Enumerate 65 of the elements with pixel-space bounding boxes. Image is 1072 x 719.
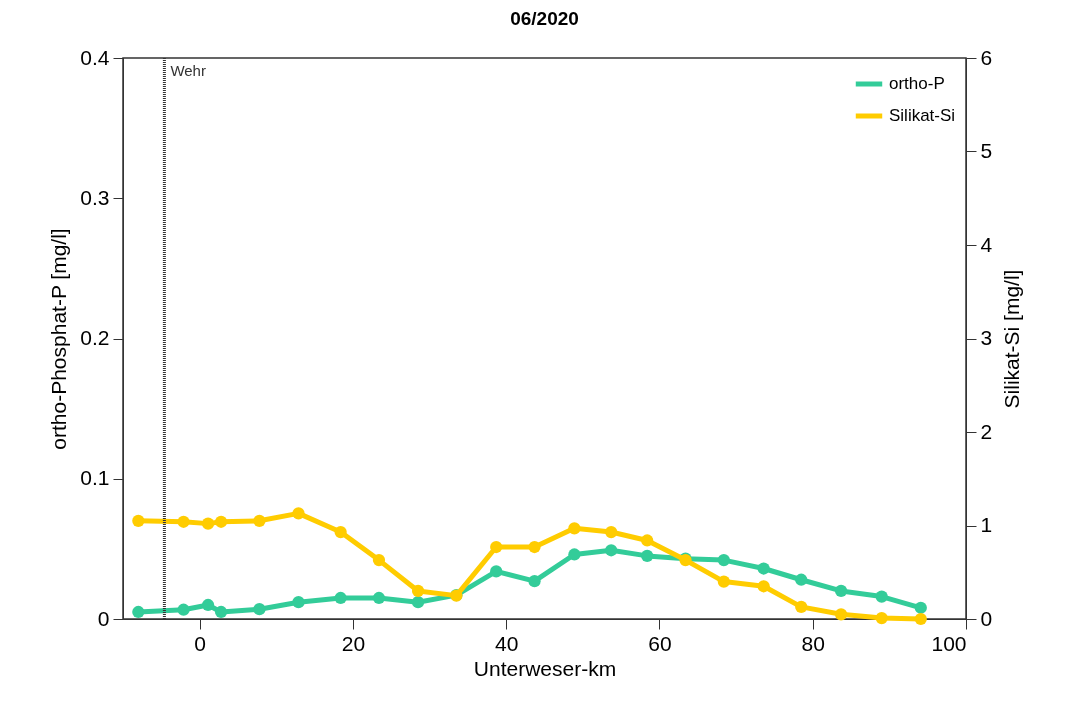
point xyxy=(568,522,581,535)
y-tick-label: 0.4 xyxy=(80,45,110,69)
point xyxy=(914,601,927,614)
point xyxy=(757,580,770,593)
point xyxy=(605,544,618,557)
y-tick-label: 0.3 xyxy=(80,185,110,209)
point xyxy=(411,596,425,609)
y2-tick-label: 6 xyxy=(980,45,993,69)
y-tick-label: 0.2 xyxy=(80,326,110,349)
point xyxy=(528,575,541,588)
y2-axis-title: Silikat-Si [mg/l] xyxy=(1000,269,1024,409)
point xyxy=(568,548,581,561)
point xyxy=(795,573,808,586)
point xyxy=(372,553,386,567)
point xyxy=(717,575,730,588)
point xyxy=(641,534,654,547)
point xyxy=(253,514,266,527)
point xyxy=(214,515,228,528)
y2-tick-label: 5 xyxy=(980,139,993,162)
y2-tick-label: 0 xyxy=(980,606,993,630)
point xyxy=(372,591,386,605)
y2-tick-label: 2 xyxy=(980,419,993,443)
point xyxy=(490,540,503,554)
point xyxy=(717,553,730,567)
y2-tick-label: 1 xyxy=(980,513,993,536)
point xyxy=(490,565,503,578)
y2-tick-label: 3 xyxy=(980,326,993,349)
point xyxy=(875,611,888,625)
point xyxy=(214,605,228,619)
point xyxy=(177,515,190,528)
x-tick-label: 0 xyxy=(194,631,206,655)
y-tick-label: 0.1 xyxy=(80,466,110,490)
ref-line-label: Wehr xyxy=(170,62,206,79)
point xyxy=(914,612,927,626)
point xyxy=(132,605,145,619)
x-tick-label: 80 xyxy=(801,631,825,655)
point xyxy=(201,598,215,612)
point xyxy=(757,562,770,575)
point xyxy=(605,525,618,539)
x-tick-label: 100 xyxy=(931,631,967,655)
point xyxy=(528,540,541,554)
y-tick-label: 0 xyxy=(97,606,110,630)
x-tick-label: 20 xyxy=(341,631,366,655)
y2-tick-label: 4 xyxy=(980,232,993,256)
point xyxy=(292,507,305,520)
point xyxy=(253,603,266,616)
x-tick-label: 40 xyxy=(495,631,519,655)
point xyxy=(875,590,888,603)
point xyxy=(177,603,190,616)
legend-label: Silikat-Si xyxy=(889,106,956,125)
chart-title: 06/2020 xyxy=(510,8,579,29)
point xyxy=(334,591,347,605)
point xyxy=(795,600,808,613)
y-axis-title: ortho-Phosphat-P [mg/l] xyxy=(47,228,71,450)
point xyxy=(292,596,305,609)
point xyxy=(411,584,425,598)
point xyxy=(641,549,654,562)
legend-label: ortho-P xyxy=(889,74,945,93)
point xyxy=(334,525,347,539)
x-axis-title: Unterweser-km xyxy=(473,656,617,680)
point xyxy=(201,517,215,530)
point xyxy=(132,514,145,527)
point xyxy=(834,584,848,598)
x-tick-label: 60 xyxy=(648,631,672,655)
point xyxy=(834,608,848,621)
